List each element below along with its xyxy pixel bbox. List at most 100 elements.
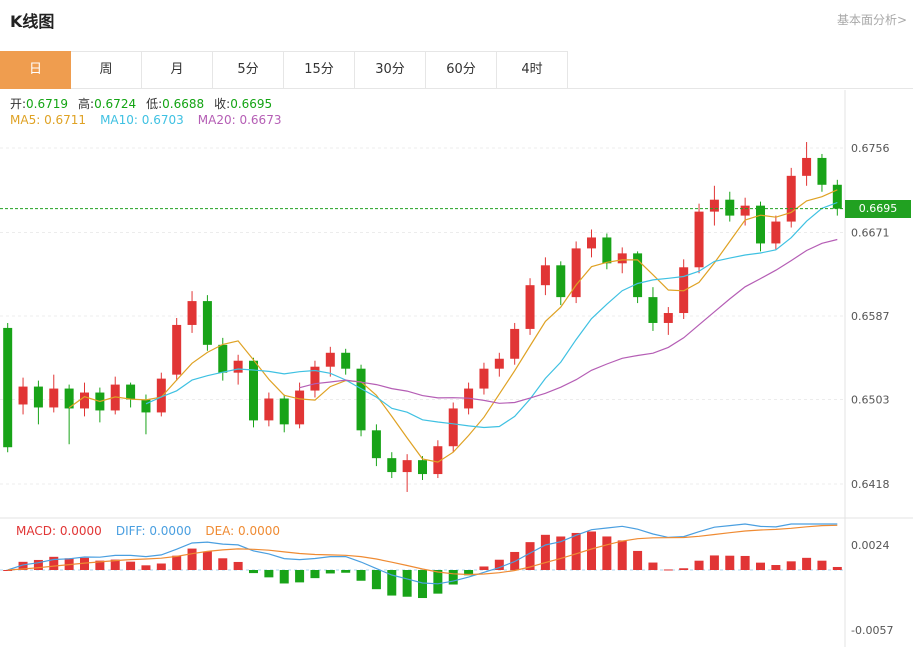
tab-4hour[interactable]: 4时 xyxy=(497,51,568,89)
candle-body xyxy=(156,378,166,413)
macd-bar xyxy=(571,532,581,570)
ma5-legend: MA5: 0.6711 xyxy=(10,113,87,127)
candle-body xyxy=(756,205,765,244)
macd-bar xyxy=(540,534,550,570)
tab-5min[interactable]: 5分 xyxy=(213,51,284,89)
high-value: 0.6724 xyxy=(94,97,137,111)
candle-body xyxy=(402,460,412,473)
macd-bar xyxy=(617,540,627,570)
candle-body xyxy=(33,386,43,408)
tab-15min[interactable]: 15分 xyxy=(284,51,355,89)
candle-body xyxy=(740,205,750,216)
low-label: 低: xyxy=(146,97,163,111)
macd-bar xyxy=(817,560,827,570)
macd-bar xyxy=(756,562,765,570)
price-axis-label: 0.6503 xyxy=(851,394,890,407)
macd-bar xyxy=(341,570,351,573)
macd-bar xyxy=(187,548,197,570)
macd-axis-label: 0.0024 xyxy=(851,539,890,552)
macd-bar xyxy=(725,555,735,570)
close-value: 0.6695 xyxy=(230,97,273,111)
candle-body xyxy=(587,237,596,249)
dea-value-legend: DEA: 0.0000 xyxy=(205,524,281,538)
candle-body xyxy=(448,408,458,447)
candle-body xyxy=(126,384,136,400)
macd-bar xyxy=(371,570,381,590)
candle-body xyxy=(510,328,520,359)
candle-body xyxy=(633,253,643,298)
macd-bar xyxy=(494,559,504,570)
macd-bar xyxy=(95,560,105,570)
candle-body xyxy=(525,285,535,329)
candle-body xyxy=(709,199,719,212)
price-axis-label: 0.6671 xyxy=(851,226,890,239)
macd-bar xyxy=(663,569,673,571)
ma10-legend: MA10: 0.6703 xyxy=(100,113,184,127)
macd-bar xyxy=(602,536,612,570)
macd-bar xyxy=(402,570,412,597)
candle-body xyxy=(202,301,212,345)
candle-body xyxy=(233,360,243,373)
candle-body xyxy=(832,184,842,209)
macd-bar xyxy=(310,570,320,579)
macd-bar xyxy=(694,560,704,570)
macd-bar xyxy=(172,555,182,570)
candle-body xyxy=(356,368,366,431)
macd-bar xyxy=(525,542,535,570)
candle-body xyxy=(725,199,735,216)
candle-body xyxy=(18,386,28,405)
candle-body xyxy=(279,398,289,425)
high-label: 高: xyxy=(78,97,95,111)
candle-body xyxy=(187,301,197,325)
macd-bar xyxy=(110,559,120,570)
ma5-line xyxy=(68,189,838,463)
tab-week[interactable]: 周 xyxy=(71,51,142,89)
dea-line xyxy=(7,524,838,576)
ma10-line xyxy=(145,201,838,429)
price-axis-label: 0.6418 xyxy=(851,478,890,491)
macd-bar xyxy=(33,559,43,570)
tab-day[interactable]: 日 xyxy=(0,51,71,89)
candle-body xyxy=(617,253,627,264)
candle-body xyxy=(141,399,151,413)
tab-30min[interactable]: 30分 xyxy=(355,51,426,89)
macd-value-legend: MACD: 0.0000 xyxy=(16,524,102,538)
macd-bar xyxy=(156,563,166,570)
macd-bar xyxy=(832,566,842,570)
candle-body xyxy=(387,458,397,473)
macd-bar xyxy=(233,561,243,570)
candle-body xyxy=(371,430,381,459)
macd-bar xyxy=(18,561,28,570)
candle-body xyxy=(433,446,443,475)
candle-body xyxy=(249,360,258,421)
macd-bar xyxy=(740,555,750,570)
candle-body xyxy=(49,388,59,408)
macd-bar xyxy=(648,562,658,570)
candle-body xyxy=(418,460,427,475)
macd-bar xyxy=(556,536,566,570)
candle-body xyxy=(325,352,335,367)
macd-bar xyxy=(433,570,443,594)
macd-bar xyxy=(802,557,812,570)
macd-bar xyxy=(448,570,458,585)
fundamental-analysis-link[interactable]: 基本面分析> xyxy=(836,13,907,27)
macd-bar xyxy=(249,570,258,574)
macd-bar xyxy=(356,570,366,581)
macd-bar xyxy=(80,557,89,570)
macd-bar xyxy=(141,565,151,570)
candle-body xyxy=(80,392,89,409)
price-axis-label: 0.6587 xyxy=(851,310,890,323)
macd-bar xyxy=(3,570,13,571)
macd-bar xyxy=(479,566,489,570)
macd-bar xyxy=(264,570,274,578)
tab-60min[interactable]: 60分 xyxy=(426,51,497,89)
tab-month[interactable]: 月 xyxy=(142,51,213,89)
ma20-legend: MA20: 0.6673 xyxy=(197,113,282,127)
macd-bar xyxy=(418,570,427,599)
macd-legend: MACD: 0.0000 DIFF: 0.0000 DEA: 0.0000 xyxy=(16,524,294,538)
candle-body xyxy=(694,211,704,268)
ohlc-legend: 开:0.6719 高:0.6724 低:0.6688 收:0.6695 xyxy=(10,95,282,112)
page-title: K线图 xyxy=(10,12,55,31)
